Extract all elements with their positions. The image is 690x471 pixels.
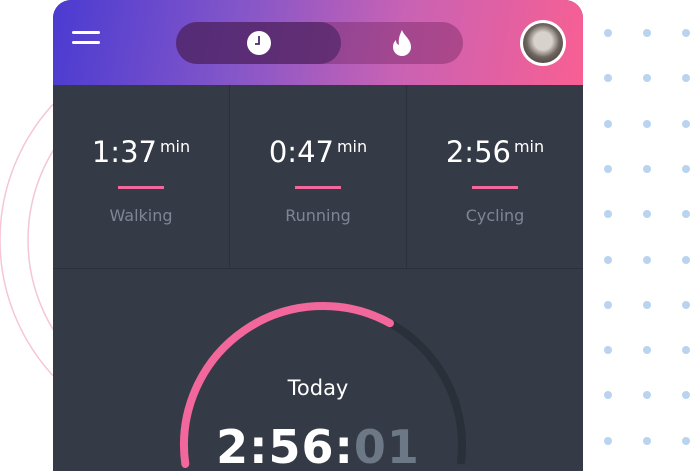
mode-toggle [176, 22, 463, 64]
decorative-rings [0, 96, 60, 384]
dot [604, 255, 612, 264]
decorative-dots [600, 25, 690, 465]
stat-running: 0:47 min Running [230, 85, 407, 268]
stat-label: Cycling [465, 206, 525, 225]
dot [604, 29, 612, 37]
tab-clock[interactable] [176, 22, 341, 64]
stat-label: Running [285, 206, 351, 225]
stat-underline [295, 186, 341, 189]
dot [643, 119, 651, 128]
clock-icon [246, 31, 271, 55]
dot [604, 346, 612, 355]
stat-unit: min [336, 137, 368, 156]
stat-underline [118, 186, 164, 189]
hamburger-icon[interactable] [72, 31, 100, 45]
dot [682, 255, 690, 264]
dot [604, 300, 612, 309]
stat-walking: 1:37 min Walking [53, 85, 230, 268]
dot [643, 164, 651, 173]
dot [682, 164, 690, 173]
dot [682, 391, 690, 400]
dot [682, 300, 690, 309]
dot [643, 391, 651, 400]
stat-value: 1:37 [91, 135, 157, 169]
header [53, 0, 583, 85]
stat-label: Walking [109, 206, 173, 225]
dot [643, 436, 651, 445]
dot [643, 29, 651, 37]
dot [682, 436, 690, 445]
dot [643, 255, 651, 264]
dot [682, 74, 690, 83]
dot [682, 29, 690, 37]
stat-underline [472, 186, 518, 189]
timer-seconds: 01 [353, 420, 420, 471]
activity-stats: 1:37 min Walking 0:47 min Running 2:56 min … [53, 85, 583, 269]
dot [643, 210, 651, 219]
progress-ring [180, 302, 466, 468]
stat-cycling: 2:56 min Cycling [407, 85, 583, 268]
dot [682, 346, 690, 355]
today-timer: 2:56:01 [53, 424, 583, 470]
dot [682, 210, 690, 219]
dot [643, 346, 651, 355]
ring-progress [180, 302, 394, 468]
dot [682, 119, 690, 128]
app-card: 1:37 min Walking 0:47 min Running 2:56 min … [53, 0, 583, 471]
timer-main: 2:56: [216, 420, 354, 471]
stat-value: 0:47 [268, 135, 334, 169]
tab-flame[interactable] [341, 22, 463, 64]
dot [604, 391, 612, 400]
dot [604, 164, 612, 173]
today-label: Today [287, 376, 349, 400]
stat-unit: min [159, 137, 191, 156]
dot [604, 74, 612, 83]
dot [643, 74, 651, 83]
dot [643, 300, 651, 309]
dot [604, 436, 612, 445]
stat-unit: min [513, 137, 545, 156]
stat-value: 2:56 [445, 135, 511, 169]
avatar-photo [523, 23, 563, 63]
dot [604, 119, 612, 128]
avatar[interactable] [520, 20, 566, 66]
flame-icon [393, 30, 411, 56]
dot [604, 210, 612, 219]
